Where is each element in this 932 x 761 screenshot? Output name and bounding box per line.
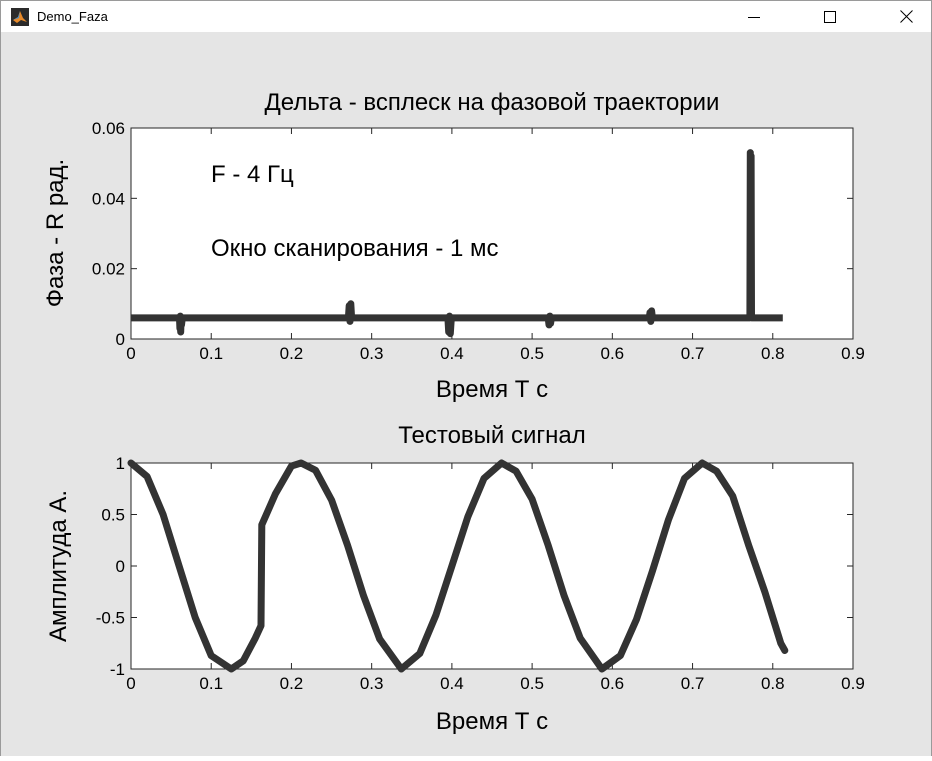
phase-chart-title: Дельта - всплеск на фазовой траектории — [265, 89, 720, 116]
signal-y-axis-label: Амплитуда А. — [45, 490, 72, 642]
x-tick-label: 0.3 — [360, 344, 384, 363]
x-tick-label: 0.8 — [761, 674, 785, 693]
title-bar[interactable]: Demo_Faza — [1, 1, 931, 32]
x-tick-label: 0.1 — [199, 344, 223, 363]
phase-plot-area[interactable] — [130, 127, 854, 340]
signal-y-tick-labels: -1 -0.5 0 0.5 1 — [96, 454, 125, 679]
close-icon — [899, 10, 913, 23]
frequency-annotation: F - 4 Гц — [211, 161, 294, 188]
phase-y-axis-label: Фаза - R рад. — [42, 159, 69, 307]
signal-plot-area[interactable] — [130, 462, 854, 670]
x-tick-label: 0.2 — [280, 344, 304, 363]
close-button[interactable] — [883, 1, 929, 32]
x-tick-label: 0 — [126, 344, 135, 363]
x-tick-label: 0.5 — [520, 344, 544, 363]
axes-phase: Дельта - всплеск на фазовой траектории 0… — [42, 89, 865, 403]
x-tick-label: 0.6 — [601, 674, 625, 693]
x-tick-label: 0.1 — [199, 674, 223, 693]
phase-y-tick-labels: 0 0.02 0.04 0.06 — [92, 119, 125, 349]
minimize-button[interactable] — [731, 1, 777, 32]
signal-x-axis-label: Время Т с — [436, 708, 548, 735]
x-tick-label: 0 — [126, 674, 135, 693]
x-tick-label: 0.6 — [601, 344, 625, 363]
scan-window-annotation: Окно сканирования - 1 мс — [211, 235, 499, 262]
x-tick-label: 0.3 — [360, 674, 384, 693]
signal-chart-title: Тестовый сигнал — [398, 422, 586, 449]
x-tick-label: 0.5 — [520, 674, 544, 693]
x-tick-label: 0.7 — [681, 344, 705, 363]
x-tick-label: 0.9 — [841, 674, 865, 693]
y-tick-label: 0.02 — [92, 260, 125, 279]
phase-x-tick-labels: 0 0.1 0.2 0.3 0.4 0.5 0.6 0.7 0.8 0.9 — [126, 344, 865, 363]
window-title: Demo_Faza — [37, 9, 108, 24]
signal-series-line — [127, 459, 789, 673]
y-tick-label: 0.06 — [92, 119, 125, 138]
plots-svg: Дельта - всплеск на фазовой траектории 0… — [42, 89, 865, 735]
signal-x-tick-labels: 0 0.1 0.2 0.3 0.4 0.5 0.6 0.7 0.8 0.9 — [126, 674, 865, 693]
y-tick-label: 0.5 — [101, 506, 125, 525]
x-tick-label: 0.8 — [761, 344, 785, 363]
y-tick-label: 0 — [116, 557, 125, 576]
maximize-icon — [824, 10, 836, 23]
y-tick-label: 0 — [116, 330, 125, 349]
x-tick-label: 0.9 — [841, 344, 865, 363]
y-tick-label: -1 — [110, 660, 125, 679]
y-tick-label: 0.04 — [92, 189, 125, 208]
y-tick-label: 1 — [116, 454, 125, 473]
matlab-logo-icon — [11, 8, 29, 26]
axes-signal: Тестовый сигнал 0 0.1 0.2 0.3 0.4 0.5 0.6 0.7 0.… — [45, 422, 865, 735]
x-tick-label: 0.2 — [280, 674, 304, 693]
minimize-icon — [748, 16, 760, 18]
x-tick-label: 0.4 — [440, 674, 464, 693]
phase-x-axis-label: Время Т с — [436, 376, 548, 403]
y-tick-label: -0.5 — [96, 609, 125, 628]
maximize-button[interactable] — [807, 1, 853, 32]
x-tick-label: 0.7 — [681, 674, 705, 693]
phase-series-line — [131, 149, 783, 338]
figure-canvas: Дельта - всплеск на фазовой траектории 0… — [1, 32, 931, 756]
x-tick-label: 0.4 — [440, 344, 464, 363]
